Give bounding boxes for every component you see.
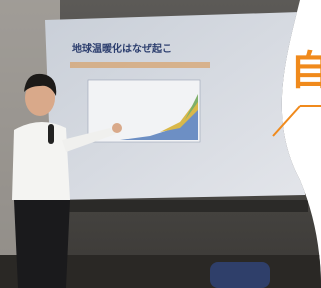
chair bbox=[210, 262, 270, 288]
slide-title: 地球温暖化はなぜ起こ bbox=[72, 42, 172, 55]
caption-char: 自 bbox=[290, 48, 321, 94]
trousers bbox=[14, 200, 70, 288]
microphone bbox=[48, 124, 54, 144]
screen-bar bbox=[48, 200, 308, 212]
shirt bbox=[12, 122, 70, 200]
photo-scene: 地球温暖化はなぜ起こ 自 bbox=[0, 0, 321, 288]
slide-subtitle bbox=[70, 62, 210, 68]
page: 地球温暖化はなぜ起こ 自 (() => { const data = JSON.… bbox=[0, 0, 321, 288]
photo: 地球温暖化はなぜ起こ bbox=[0, 0, 321, 288]
hand bbox=[112, 123, 122, 133]
